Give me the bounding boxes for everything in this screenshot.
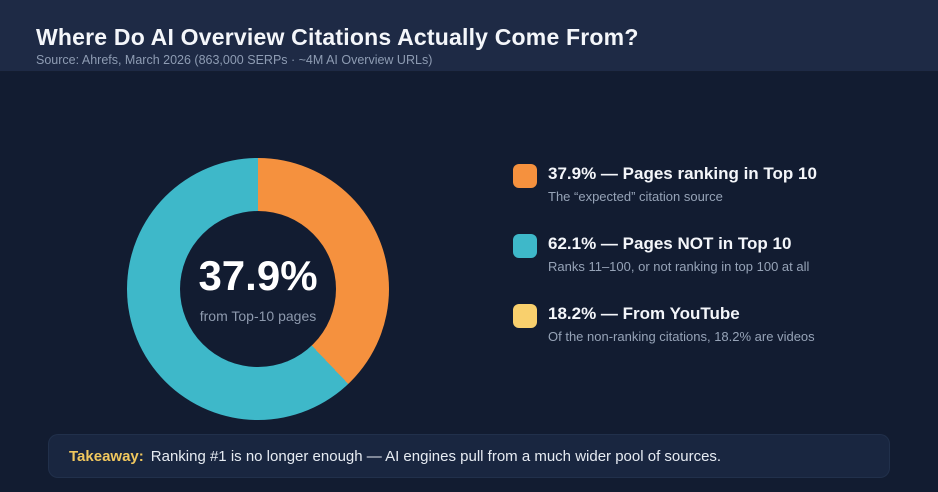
legend-item-subtitle: Of the non-ranking citations, 18.2% are … <box>548 329 815 344</box>
legend-text: 18.2% — From YouTube Of the non-ranking … <box>548 303 815 345</box>
takeaway-bar: Takeaway: Ranking #1 is no longer enough… <box>48 434 890 478</box>
legend-item-top10: 37.9% — Pages ranking in Top 10 The “exp… <box>513 163 817 205</box>
header: Where Do AI Overview Citations Actually … <box>0 0 938 72</box>
legend-text: 37.9% — Pages ranking in Top 10 The “exp… <box>548 163 817 205</box>
legend-item-title: 18.2% — From YouTube <box>548 304 740 323</box>
legend-item-subtitle: Ranks 11–100, or not ranking in top 100 … <box>548 259 810 274</box>
donut-chart: 37.9% from Top-10 pages <box>127 158 389 420</box>
legend-swatch-not-top10-icon <box>513 234 537 258</box>
source-line: Source: Ahrefs, March 2026 (863,000 SERP… <box>36 53 433 67</box>
donut-center-value: 37.9% <box>198 251 318 299</box>
legend-item-title: 62.1% — Pages NOT in Top 10 <box>548 234 792 253</box>
takeaway-text: Ranking #1 is no longer enough — AI engi… <box>150 447 722 465</box>
donut-center-sublabel: from Top-10 pages <box>199 307 317 324</box>
legend-swatch-youtube-icon <box>513 304 537 328</box>
legend-item-title: 37.9% — Pages ranking in Top 10 <box>548 164 817 183</box>
legend-swatch-top10-icon <box>513 164 537 188</box>
legend-item-youtube: 18.2% — From YouTube Of the non-ranking … <box>513 303 815 345</box>
legend-item-not-top10: 62.1% — Pages NOT in Top 10 Ranks 11–100… <box>513 233 809 275</box>
legend-text: 62.1% — Pages NOT in Top 10 Ranks 11–100… <box>548 233 809 275</box>
legend-item-subtitle: The “expected” citation source <box>548 189 723 204</box>
donut-hole: 37.9% from Top-10 pages <box>180 211 336 367</box>
page-title: Where Do AI Overview Citations Actually … <box>36 24 639 50</box>
takeaway-label: Takeaway: <box>69 447 144 465</box>
